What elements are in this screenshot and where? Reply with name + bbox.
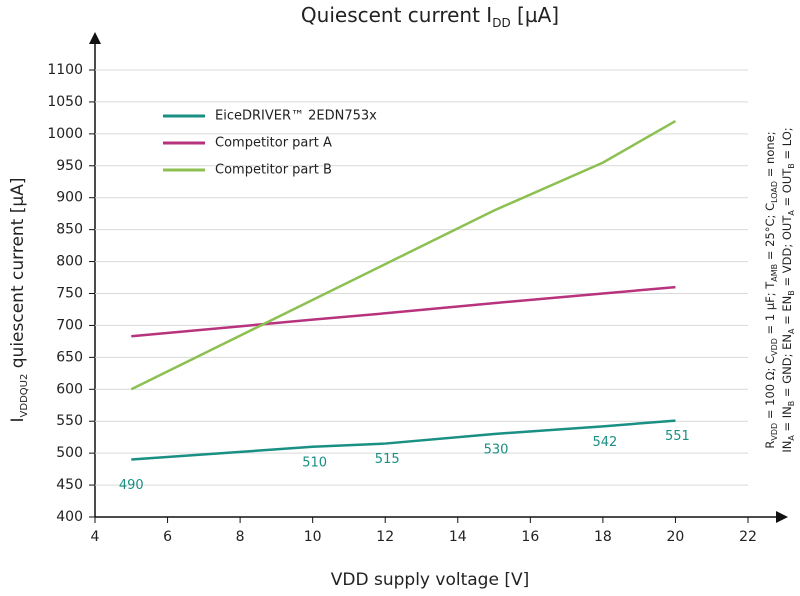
subscript: B — [787, 163, 796, 169]
y-tick-label: 1050 — [47, 94, 83, 110]
x-axis-label: VDD supply voltage [V] — [331, 570, 529, 590]
x-tick-label: 16 — [521, 529, 539, 545]
data-label: 510 — [302, 455, 327, 470]
data-label: 542 — [592, 435, 617, 450]
text-part: Quiescent current I — [301, 3, 492, 27]
subscript: A — [787, 328, 796, 334]
x-tick-label: 12 — [376, 529, 394, 545]
x-tick-label: 20 — [667, 529, 685, 545]
x-tick-label: 22 — [739, 529, 757, 545]
text-part: = OUT — [780, 168, 794, 210]
x-tick-label: 4 — [91, 529, 100, 545]
y-tick-label: 650 — [56, 349, 83, 365]
text-part: quiescent current [µA] — [8, 178, 28, 374]
data-label: 515 — [375, 452, 400, 467]
y-tick-label: 1000 — [47, 126, 83, 142]
y-tick-label: 500 — [56, 445, 83, 461]
subscript: A — [787, 210, 796, 216]
text-part: = EN — [780, 296, 794, 329]
y-tick-label: 550 — [56, 413, 83, 429]
y-tick-label: 1100 — [47, 62, 83, 78]
text-part: = 1 µF; T — [763, 281, 777, 338]
legend-label: Competitor part A — [215, 136, 332, 151]
y-axis-arrow — [89, 32, 101, 44]
subscript: VDD — [770, 338, 779, 356]
text-part: I — [8, 417, 28, 422]
data-label: 490 — [119, 478, 144, 493]
x-tick-label: 14 — [449, 529, 467, 545]
text-part: = GND; EN — [780, 334, 794, 401]
subscript: LOAD — [770, 181, 779, 203]
series-line — [131, 285, 676, 338]
y-tick-label: 800 — [56, 254, 83, 270]
text-part: = LO; — [780, 127, 794, 163]
x-tick-label: 8 — [236, 529, 245, 545]
subscript: B — [787, 401, 796, 407]
legend-label: Competitor part B — [215, 163, 332, 178]
text-part: = 100 Ω; C — [763, 356, 777, 423]
chart-title: Quiescent current IDD [µA] — [301, 3, 559, 30]
text-part: R — [763, 441, 777, 449]
text-part: IN — [780, 441, 794, 453]
y-tick-label: 950 — [56, 158, 83, 174]
x-tick-label: 18 — [594, 529, 612, 545]
subscript: DD — [492, 16, 510, 30]
x-tick-label: 6 — [163, 529, 172, 545]
x-tick-label: 10 — [304, 529, 322, 545]
subscript: VDDQU2 — [19, 374, 30, 418]
y-tick-label: 600 — [56, 381, 83, 397]
text-part: = none; — [763, 131, 777, 181]
series-line — [130, 120, 677, 391]
series-line — [131, 419, 676, 461]
data-label: 530 — [484, 442, 509, 457]
subscript: B — [787, 290, 796, 296]
x-axis-arrow — [776, 511, 788, 523]
annotation: RVDD = 100 Ω; CVDD = 1 µF; TAMB = 25°C; … — [763, 131, 780, 448]
y-tick-label: 450 — [56, 477, 83, 493]
text-part: = IN — [780, 406, 794, 435]
subscript: A — [787, 435, 796, 441]
y-axis-label: IVDDQU2 quiescent current [µA] — [8, 178, 30, 423]
subscript: AMB — [770, 264, 779, 282]
data-label: 551 — [665, 429, 690, 444]
text-part: [µA] — [511, 3, 559, 27]
y-tick-label: 900 — [56, 190, 83, 206]
annotation: INA = INB = GND; ENA = ENB = VDD; OUTA =… — [780, 127, 797, 452]
subscript: VDD — [770, 423, 779, 441]
y-tick-label: 850 — [56, 222, 83, 238]
y-tick-label: 400 — [56, 509, 83, 525]
legend-label: EiceDRIVER™ 2EDN753x — [215, 109, 377, 124]
y-tick-label: 700 — [56, 317, 83, 333]
text-part: = 25°C; C — [763, 203, 777, 264]
text-part: = VDD; OUT — [780, 215, 794, 291]
y-tick-label: 750 — [56, 286, 83, 302]
